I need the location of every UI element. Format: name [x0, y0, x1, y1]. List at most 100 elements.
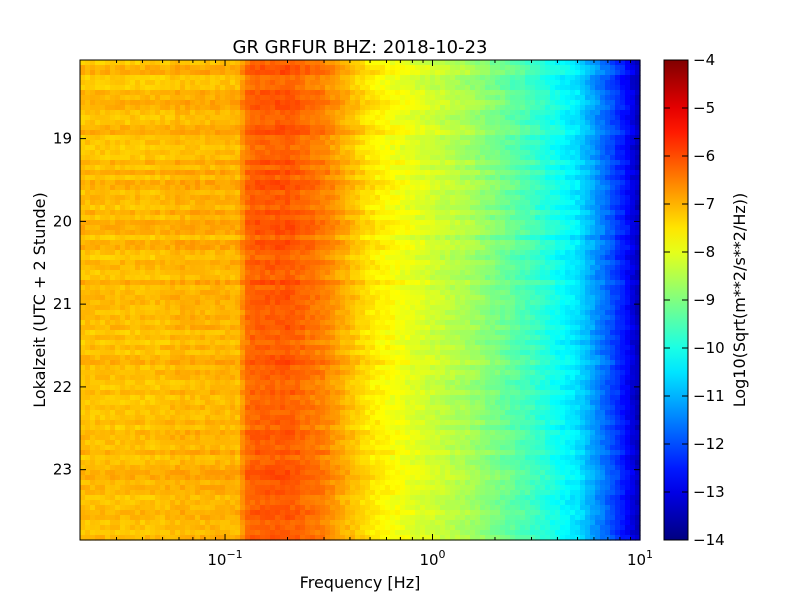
heatmap-cell [350, 80, 356, 86]
heatmap-cell [575, 190, 581, 196]
heatmap-cell [450, 215, 456, 221]
heatmap-cell [360, 135, 366, 141]
heatmap-cell [570, 220, 576, 226]
heatmap-cell [550, 110, 556, 116]
heatmap-cell [300, 125, 306, 131]
heatmap-cell [565, 190, 571, 196]
heatmap-cell [265, 235, 271, 241]
heatmap-cell [435, 225, 441, 231]
heatmap-cell [415, 170, 421, 176]
heatmap-cell [330, 210, 336, 216]
heatmap-cell [300, 70, 306, 76]
heatmap-cell [425, 250, 431, 256]
heatmap-cell [395, 80, 401, 86]
heatmap-cell [265, 170, 271, 176]
heatmap-cell [145, 100, 151, 106]
heatmap-cell [315, 125, 321, 131]
heatmap-cell [260, 115, 266, 121]
heatmap-cell [210, 245, 216, 251]
heatmap-cell [285, 120, 291, 126]
heatmap-cell [250, 165, 256, 171]
heatmap-cell [425, 90, 431, 96]
heatmap-cell [580, 170, 586, 176]
heatmap-cell [575, 150, 581, 156]
heatmap-cell [270, 120, 276, 126]
heatmap-cell [230, 115, 236, 121]
heatmap-cell [90, 165, 96, 171]
heatmap-cell [345, 245, 351, 251]
heatmap-cell [155, 210, 161, 216]
heatmap-cell [630, 105, 636, 111]
heatmap-cell [150, 240, 156, 246]
heatmap-cell [370, 65, 376, 71]
heatmap-cell [305, 135, 311, 141]
heatmap-cell [85, 135, 91, 141]
heatmap-cell [525, 70, 531, 76]
heatmap-cell [125, 265, 131, 271]
heatmap-cell [225, 200, 231, 206]
heatmap-cell [200, 150, 206, 156]
heatmap-cell [310, 235, 316, 241]
heatmap-cell [220, 135, 226, 141]
heatmap-cell [440, 175, 446, 181]
heatmap-cell [405, 205, 411, 211]
heatmap-cell [135, 160, 141, 166]
heatmap-cell [390, 180, 396, 186]
heatmap-cell [535, 75, 541, 81]
heatmap-cell [110, 195, 116, 201]
heatmap-cell [400, 140, 406, 146]
heatmap-cell [235, 255, 241, 261]
heatmap-cell [495, 100, 501, 106]
heatmap-cell [445, 130, 451, 136]
heatmap-cell [185, 100, 191, 106]
heatmap-cell [405, 85, 411, 91]
heatmap-cell [370, 250, 376, 256]
heatmap-cell [455, 185, 461, 191]
heatmap-cell [490, 70, 496, 76]
heatmap-cell [630, 65, 636, 71]
heatmap-cell [550, 230, 556, 236]
heatmap-cell [325, 270, 331, 276]
heatmap-cell [245, 180, 251, 186]
heatmap-cell [260, 210, 266, 216]
heatmap-cell [275, 75, 281, 81]
heatmap-cell [575, 165, 581, 171]
heatmap-cell [420, 165, 426, 171]
heatmap-cell [145, 150, 151, 156]
heatmap-cell [415, 90, 421, 96]
heatmap-cell [105, 140, 111, 146]
heatmap-cell [340, 160, 346, 166]
heatmap-cell [120, 105, 126, 111]
heatmap-cell [395, 95, 401, 101]
heatmap-cell [460, 250, 466, 256]
heatmap-cell [490, 80, 496, 86]
heatmap-cell [330, 75, 336, 81]
heatmap-cell [485, 95, 491, 101]
heatmap-cell [485, 240, 491, 246]
heatmap-cell [330, 130, 336, 136]
heatmap-cell [600, 210, 606, 216]
heatmap-cell [250, 160, 256, 166]
heatmap-cell [220, 255, 226, 261]
heatmap-cell [350, 280, 356, 286]
heatmap-cell [625, 125, 631, 131]
heatmap-cell [495, 70, 501, 76]
heatmap-cell [205, 115, 211, 121]
heatmap-cell [95, 210, 101, 216]
heatmap-cell [405, 245, 411, 251]
heatmap-cell [240, 120, 246, 126]
heatmap-cell [285, 65, 291, 71]
heatmap-cell [195, 75, 201, 81]
heatmap-cell [635, 155, 641, 161]
heatmap-cell [230, 280, 236, 286]
heatmap-cell [455, 205, 461, 211]
heatmap-cell [590, 75, 596, 81]
heatmap-cell [255, 235, 261, 241]
heatmap-cell [370, 185, 376, 191]
heatmap-cell [575, 230, 581, 236]
heatmap-cell [600, 155, 606, 161]
heatmap-cell [305, 235, 311, 241]
heatmap-cell [195, 250, 201, 256]
heatmap-cell [440, 265, 446, 271]
heatmap-cell [380, 195, 386, 201]
